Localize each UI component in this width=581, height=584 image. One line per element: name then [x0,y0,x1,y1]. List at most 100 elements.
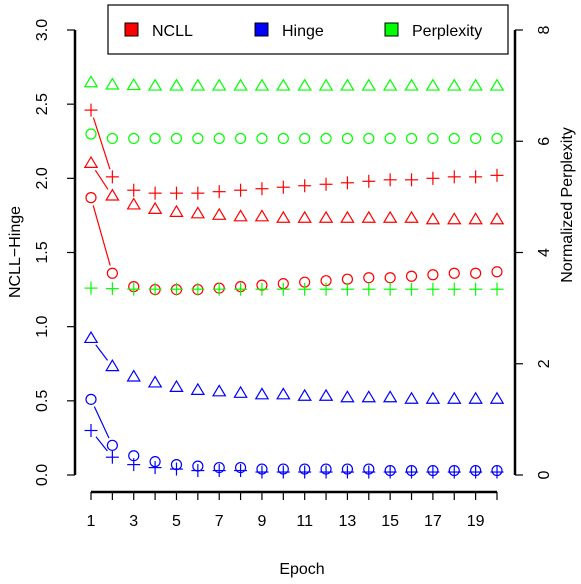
y-tick-label: 1.0 [34,315,51,337]
point-triangle [276,387,291,400]
point-triangle [489,391,505,404]
point-circle [405,132,418,145]
point-circle [363,272,375,284]
point-circle [85,192,97,204]
series-connector [94,169,109,190]
point-plus [105,170,119,184]
point-triangle [468,391,483,404]
point-plus [362,465,376,479]
x-tick-label: 3 [129,513,138,530]
point-plus [169,462,183,476]
point-triangle [254,209,270,222]
y2-tick-label: 6 [536,137,553,146]
point-plus [84,281,98,295]
x-tick-label: 11 [296,513,313,530]
point-circle [277,132,289,145]
point-triangle [361,390,377,403]
point-plus [169,186,183,200]
point-plus [469,170,483,184]
point-triangle [169,78,184,91]
point-plus [469,465,483,479]
point-triangle [233,209,248,222]
point-plus [255,282,269,296]
point-plus [298,179,312,193]
point-circle [85,128,97,140]
point-triangle [425,391,441,404]
series-perplexity-triangle [83,75,505,91]
point-circle [470,267,482,279]
point-circle [427,132,439,145]
y2-tick-label: 4 [536,248,553,257]
point-triangle [404,78,419,91]
series-connector [93,406,110,439]
point-triangle [211,384,227,397]
point-triangle [211,78,227,91]
point-plus [319,465,333,479]
point-circle [491,266,503,278]
point-plus [447,465,461,479]
series-ncll-plus [84,103,504,200]
y-axis-title: NCLL−Hinge [7,206,24,298]
point-triangle [276,78,291,91]
point-plus [340,176,354,190]
point-plus [276,465,290,479]
point-plus [447,282,461,296]
point-triangle [126,369,141,382]
series-perplexity-circle [85,128,503,145]
point-circle [170,132,183,145]
point-plus [426,171,440,185]
y2-tick-label: 8 [536,25,553,34]
point-triangle [489,78,505,91]
point-triangle [276,210,291,223]
point-triangle [468,78,483,91]
point-plus [169,282,183,296]
point-circle [299,132,311,145]
point-triangle [83,155,99,168]
point-circle [149,132,161,145]
point-triangle [425,212,441,225]
series-hinge-triangle [83,330,505,404]
point-plus [212,282,226,296]
y2-tick-label: 2 [536,359,553,368]
point-triangle [83,75,99,88]
y-tick-label: 2.5 [34,93,51,115]
point-triangle [233,385,248,398]
point-triangle [126,197,141,210]
point-plus [105,450,119,464]
series-ncll-triangle [83,155,505,225]
point-plus [148,282,162,296]
x-tick-label: 1 [87,513,96,530]
point-plus [426,282,440,296]
point-circle [448,132,460,145]
point-plus [383,282,397,296]
point-triangle [254,387,270,400]
point-triangle [382,390,398,403]
point-triangle [447,212,462,225]
point-circle [128,132,140,145]
point-plus [212,185,226,199]
point-triangle [361,78,377,91]
point-circle [85,393,97,405]
point-plus [84,424,98,437]
point-plus [340,465,354,479]
point-plus [234,183,248,197]
point-triangle [318,78,334,91]
point-triangle [105,77,120,90]
legend-swatch [254,22,269,37]
point-plus [255,182,269,196]
point-circle [384,272,396,284]
legend-entry-perplexity: Perplexity [384,22,482,40]
point-plus [234,282,248,296]
legend-swatch [384,22,399,37]
point-triangle [211,207,227,220]
point-triangle [83,330,99,344]
point-plus [319,282,333,296]
point-circle [192,132,204,145]
point-triangle [233,78,248,91]
point-triangle [382,78,398,91]
point-circle [470,132,482,145]
series-connector [92,117,111,170]
point-plus [405,282,419,296]
point-circle [106,439,118,451]
